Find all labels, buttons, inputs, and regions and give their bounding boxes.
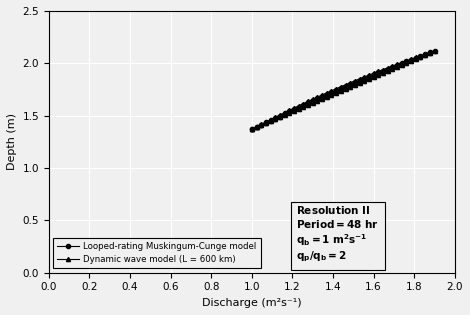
Line: Looped-rating Muskingum-Cunge model: Looped-rating Muskingum-Cunge model <box>250 49 437 131</box>
Looped-rating Muskingum-Cunge model <box>249 127 255 131</box>
X-axis label: Discharge (m²s⁻¹): Discharge (m²s⁻¹) <box>202 298 302 308</box>
Looped-rating Muskingum-Cunge model <box>343 86 348 90</box>
Y-axis label: Depth (m): Depth (m) <box>7 113 17 170</box>
Looped-rating Muskingum-Cunge model <box>347 82 353 86</box>
Looped-rating Muskingum-Cunge model <box>394 63 400 67</box>
Line: Dynamic wave model (L = 600 km): Dynamic wave model (L = 600 km) <box>250 49 437 131</box>
Dynamic wave model (L = 600 km) <box>338 85 344 89</box>
Dynamic wave model (L = 600 km) <box>394 62 400 66</box>
Looped-rating Muskingum-Cunge model <box>338 86 344 90</box>
Looped-rating Muskingum-Cunge model <box>399 62 405 66</box>
Text: $\mathbf{Resolution\ II}$
$\mathbf{Period = 48\ hr}$
$\mathbf{q_b = 1\ m^2s^{-1}: $\mathbf{Resolution\ II}$ $\mathbf{Perio… <box>297 204 379 264</box>
Dynamic wave model (L = 600 km) <box>347 81 353 85</box>
Dynamic wave model (L = 600 km) <box>249 127 255 131</box>
Looped-rating Muskingum-Cunge model <box>249 127 255 131</box>
Looped-rating Muskingum-Cunge model <box>431 49 437 53</box>
Dynamic wave model (L = 600 km) <box>249 127 255 131</box>
Dynamic wave model (L = 600 km) <box>431 49 437 53</box>
Dynamic wave model (L = 600 km) <box>399 61 405 65</box>
Dynamic wave model (L = 600 km) <box>399 63 405 67</box>
Legend: Looped-rating Muskingum-Cunge model, Dynamic wave model (L = 600 km): Looped-rating Muskingum-Cunge model, Dyn… <box>53 238 261 268</box>
Dynamic wave model (L = 600 km) <box>343 88 348 91</box>
Looped-rating Muskingum-Cunge model <box>399 61 405 65</box>
